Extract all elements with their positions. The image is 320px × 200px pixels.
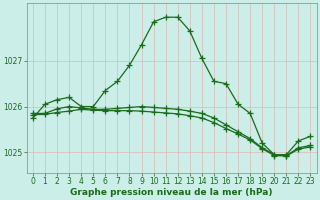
X-axis label: Graphe pression niveau de la mer (hPa): Graphe pression niveau de la mer (hPa) [70,188,273,197]
